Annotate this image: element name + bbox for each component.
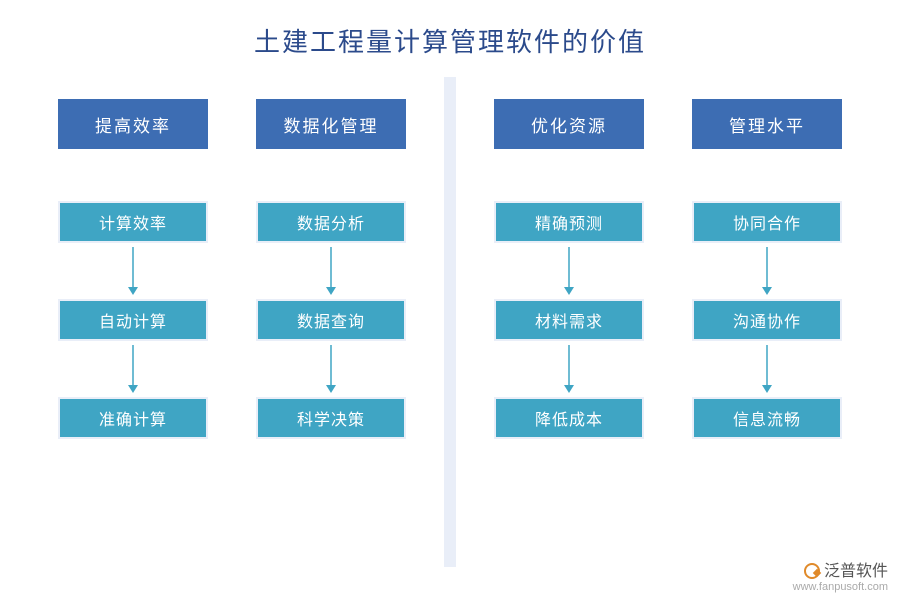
item-box: 计算效率 [58,201,208,243]
item-box: 沟通协作 [692,299,842,341]
item-box: 材料需求 [494,299,644,341]
arrow-down-icon [123,341,143,397]
arrow-down-icon [321,341,341,397]
outer-panel: 提高效率 计算效率 自动计算 准确计算 数据化管理 数据分析 数据查询 科学决策… [20,77,880,567]
arrow-down-icon [559,341,579,397]
item-box: 科学决策 [256,397,406,439]
watermark-url: www.fanpusoft.com [793,581,888,594]
group-panel-0: 提高效率 计算效率 自动计算 准确计算 数据化管理 数据分析 数据查询 科学决策 [20,77,444,567]
column-3: 管理水平 协同合作 沟通协作 信息流畅 [668,99,866,545]
column-header: 管理水平 [692,99,842,149]
item-box: 数据查询 [256,299,406,341]
group-panel-1: 优化资源 精确预测 材料需求 降低成本 管理水平 协同合作 沟通协作 信息流畅 [456,77,880,567]
item-box: 准确计算 [58,397,208,439]
arrow-down-icon [757,341,777,397]
column-2: 优化资源 精确预测 材料需求 降低成本 [470,99,668,545]
arrow-down-icon [559,243,579,299]
item-box: 数据分析 [256,201,406,243]
item-box: 信息流畅 [692,397,842,439]
item-box: 自动计算 [58,299,208,341]
item-box: 精确预测 [494,201,644,243]
page-title: 土建工程量计算管理软件的价值 [0,0,900,77]
arrow-down-icon [757,243,777,299]
brand-logo-icon [804,563,820,579]
watermark: 泛普软件 www.fanpusoft.com [793,562,888,594]
item-box: 降低成本 [494,397,644,439]
column-1: 数据化管理 数据分析 数据查询 科学决策 [232,99,430,545]
item-box: 协同合作 [692,201,842,243]
arrow-down-icon [123,243,143,299]
watermark-brand: 泛普软件 [793,562,888,581]
watermark-brand-text: 泛普软件 [824,562,888,581]
column-header: 数据化管理 [256,99,406,149]
arrow-down-icon [321,243,341,299]
column-header: 优化资源 [494,99,644,149]
column-header: 提高效率 [58,99,208,149]
column-0: 提高效率 计算效率 自动计算 准确计算 [34,99,232,545]
